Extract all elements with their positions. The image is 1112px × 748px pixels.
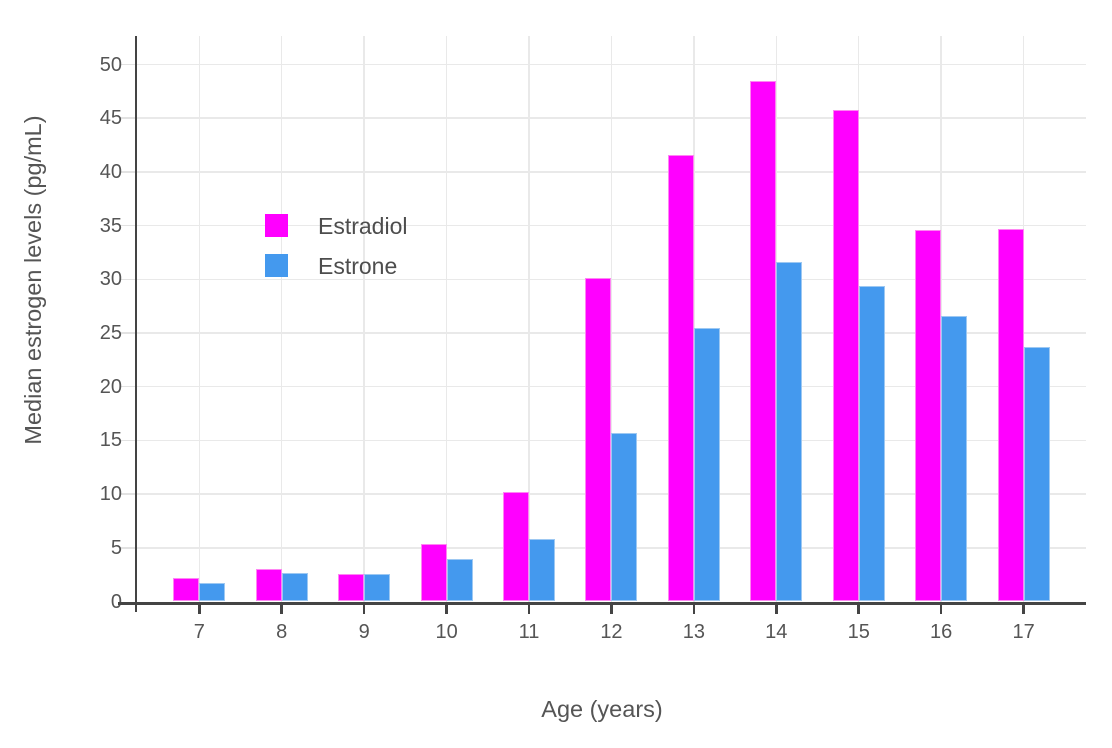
x-tick-label: 10 (435, 621, 458, 643)
x-tick-mark (610, 601, 613, 614)
y-axis-line (134, 36, 137, 612)
x-tick-label: 16 (930, 621, 953, 643)
y-tick-label: 5 (110, 536, 122, 559)
legend-swatch-estrone (265, 254, 288, 277)
y-tick-mark (120, 332, 135, 334)
x-tick-mark (280, 601, 283, 614)
x-tick-label: 12 (600, 621, 623, 643)
y-tick-mark (120, 63, 135, 66)
x-tick-mark (857, 601, 860, 614)
x-tick-label: 11 (518, 621, 540, 643)
bar-estrone (776, 262, 803, 602)
x-tick-label: 13 (682, 621, 705, 643)
legend-label: Estradiol (318, 213, 408, 239)
y-tick-mark (120, 547, 135, 549)
horizontal-gridline (136, 224, 1086, 227)
bar-estradiol (420, 543, 447, 602)
x-tick-label: 14 (765, 621, 788, 643)
bar-estrone (1023, 346, 1050, 602)
vertical-gridline (280, 36, 283, 602)
y-tick-label: 0 (110, 590, 122, 613)
bar-estradiol (915, 229, 942, 602)
x-tick-label: 15 (847, 621, 870, 643)
x-axis-line (118, 601, 1086, 605)
y-tick-label: 35 (99, 214, 122, 237)
horizontal-gridline (136, 171, 1086, 173)
x-tick-mark (939, 601, 943, 614)
x-tick-mark (527, 601, 531, 614)
y-tick-label: 50 (99, 53, 122, 76)
x-tick-label: 9 (358, 621, 370, 643)
bar-estrone (858, 285, 885, 602)
legend-label: Estrone (318, 253, 398, 279)
y-tick-label: 25 (99, 322, 122, 344)
y-tick-label: 40 (99, 160, 122, 183)
y-tick-mark (120, 171, 135, 173)
bar-estradiol (255, 569, 282, 602)
bar-estrone (941, 315, 968, 602)
x-tick-mark (198, 601, 201, 614)
y-tick-mark (120, 385, 135, 388)
horizontal-gridline (136, 63, 1086, 66)
bar-estradiol (585, 278, 612, 602)
vertical-gridline (610, 36, 613, 602)
bar-estrone (693, 327, 720, 602)
x-tick-mark (1022, 601, 1025, 614)
x-tick-mark (775, 601, 778, 614)
vertical-gridline (528, 36, 530, 602)
y-tick-label: 15 (99, 429, 122, 452)
bar-estrone (199, 583, 226, 602)
y-tick-mark (120, 493, 135, 495)
vertical-gridline (198, 36, 201, 602)
x-tick-mark (692, 601, 696, 614)
x-tick-mark (445, 601, 448, 614)
bar-estradiol (667, 154, 694, 602)
y-tick-mark (120, 117, 135, 119)
bar-estradiol (503, 491, 530, 602)
x-tick-label: 7 (193, 621, 205, 643)
y-tick-mark (120, 224, 135, 227)
bar-estradiol (173, 577, 200, 602)
x-axis-title: Age (years) (541, 696, 663, 722)
y-tick-label: 45 (99, 107, 122, 130)
vertical-gridline (445, 36, 448, 602)
bar-estradiol (750, 80, 777, 602)
vertical-gridline (363, 36, 365, 602)
y-tick-label: 30 (99, 268, 122, 291)
bar-estradiol (997, 228, 1024, 602)
y-tick-mark (120, 278, 135, 281)
bar-estrone (446, 558, 473, 602)
x-tick-label: 8 (276, 621, 288, 643)
y-tick-mark (120, 439, 135, 442)
y-tick-label: 10 (99, 483, 122, 506)
bar-estrone (364, 573, 391, 602)
bar-estradiol (338, 573, 365, 602)
bar-estrone (611, 432, 638, 602)
y-axis-title: Median estrogen levels (pg/mL) (20, 115, 46, 445)
y-tick-label: 20 (99, 375, 122, 398)
vertical-gridline (1022, 36, 1025, 602)
x-tick-mark (362, 601, 366, 614)
bar-estrone (529, 539, 556, 602)
bar-estradiol (832, 109, 859, 602)
legend-swatch-estradiol (265, 214, 288, 237)
bar-estrone (281, 572, 308, 602)
x-tick-label: 17 (1012, 621, 1035, 643)
horizontal-gridline (136, 117, 1086, 119)
vertical-gridline (693, 36, 695, 602)
